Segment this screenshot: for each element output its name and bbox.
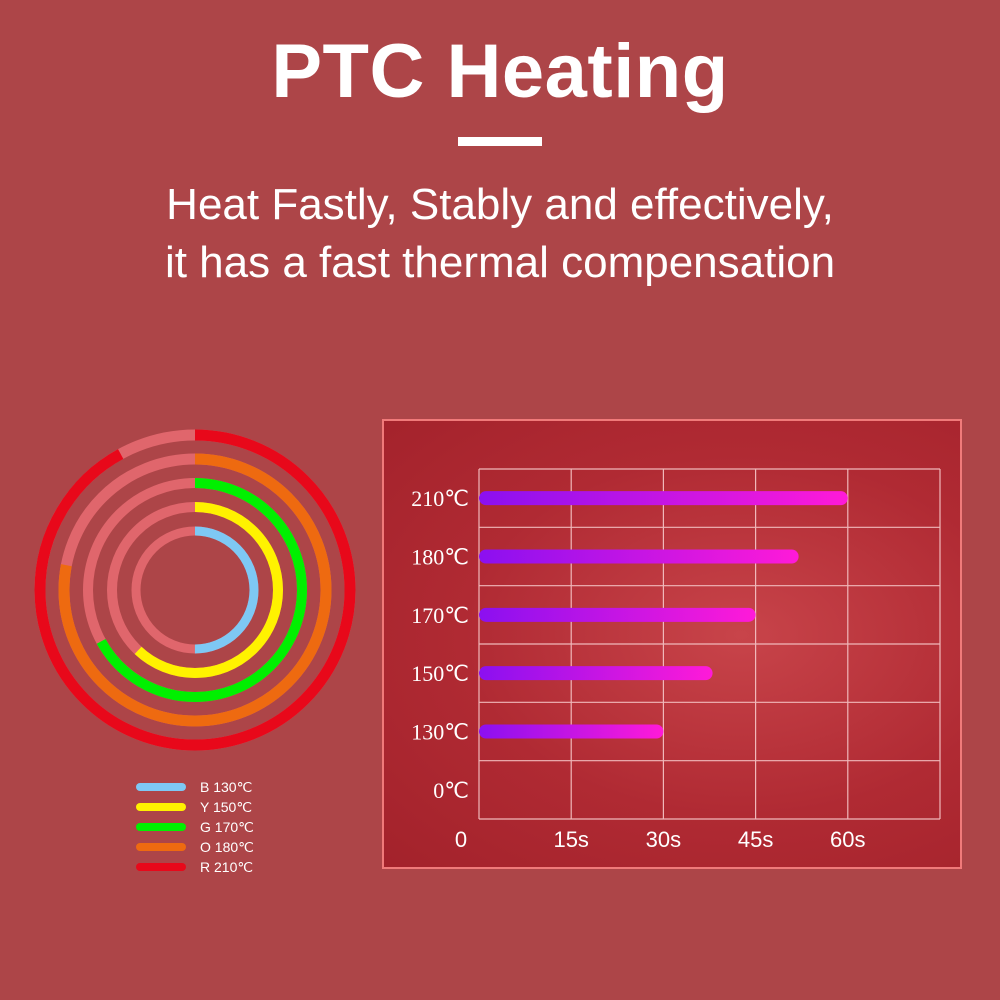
- bar: [479, 549, 799, 564]
- legend-swatch: [136, 823, 186, 831]
- x-tick-label: 0: [455, 827, 467, 852]
- legend-label: Y 150℃: [200, 798, 253, 815]
- ring-arc: [58, 453, 332, 727]
- legend-label: O 180℃: [200, 838, 254, 855]
- y-tick-label: 130℃: [411, 720, 469, 745]
- subtitle-line-1: Heat Fastly, Stably and effectively,: [166, 180, 834, 229]
- legend-swatch: [136, 863, 186, 871]
- legend-swatch: [136, 843, 186, 851]
- bar: [479, 607, 756, 622]
- legend: B 130℃ Y 150℃ G 170℃ O 180℃ R 210℃: [136, 777, 254, 877]
- bar-chart-panel: 0℃ 130℃ 150℃ 170℃ 180℃ 210℃ 0 15s 30s 45s 60s: [382, 419, 962, 869]
- title-divider: [458, 137, 542, 146]
- radial-rings-chart: [34, 429, 356, 751]
- ring-arc: [131, 526, 259, 654]
- y-tick-label: 180℃: [411, 545, 469, 570]
- x-tick-label: 15s: [553, 827, 588, 852]
- bar: [479, 724, 664, 739]
- legend-item: R 210℃: [136, 857, 254, 877]
- legend-label: B 130℃: [200, 778, 253, 795]
- ring-arc: [83, 478, 307, 702]
- bar-chart: 0℃ 130℃ 150℃ 170℃ 180℃ 210℃ 0 15s 30s 45s 60s: [411, 468, 941, 852]
- legend-item: Y 150℃: [136, 797, 254, 817]
- legend-item: G 170℃: [136, 817, 254, 837]
- subtitle-line-2: it has a fast thermal compensation: [164, 238, 836, 287]
- page-title: PTC Heating: [271, 29, 729, 114]
- y-tick-label: 150℃: [411, 661, 469, 686]
- x-tick-label: 45s: [738, 827, 773, 852]
- bar: [479, 666, 713, 681]
- legend-item: O 180℃: [136, 837, 254, 857]
- y-tick-label: 0℃: [433, 778, 469, 803]
- y-tick-label: 210℃: [411, 486, 469, 511]
- x-tick-label: 60s: [830, 827, 865, 852]
- bar: [479, 491, 848, 506]
- legend-item: B 130℃: [136, 777, 254, 797]
- legend-label: R 210℃: [200, 858, 254, 875]
- y-tick-label: 170℃: [411, 603, 469, 628]
- legend-label: G 170℃: [200, 818, 254, 835]
- x-tick-label: 30s: [646, 827, 681, 852]
- ring-arc: [107, 502, 283, 678]
- ring-arc: [34, 429, 356, 751]
- legend-swatch: [136, 803, 186, 811]
- legend-swatch: [136, 783, 186, 791]
